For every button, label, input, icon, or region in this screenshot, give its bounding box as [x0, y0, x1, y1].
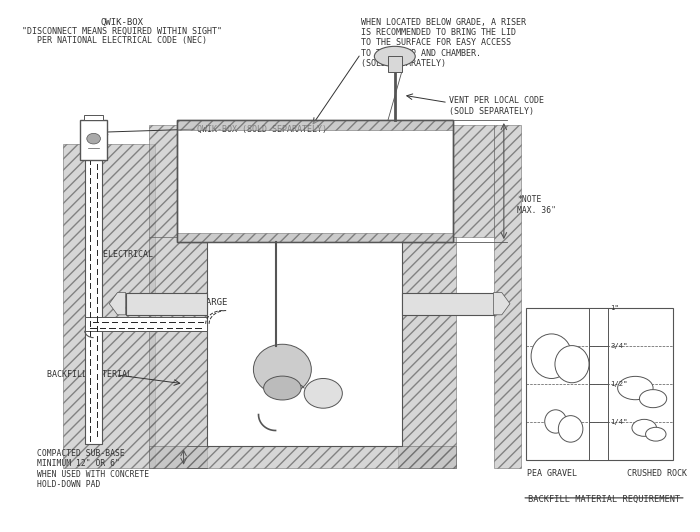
Bar [402, 126, 493, 237]
Text: VENT PER LOCAL CODE
(SOLD SEPARATELY): VENT PER LOCAL CODE (SOLD SEPARATELY) [449, 96, 545, 115]
Bar [176, 232, 453, 242]
Ellipse shape [531, 334, 572, 378]
Bar [84, 115, 103, 120]
Bar [388, 56, 402, 72]
Bar [589, 309, 608, 460]
Text: PEA GRAVEL: PEA GRAVEL [526, 469, 577, 478]
Ellipse shape [639, 389, 666, 408]
Bar [150, 126, 228, 237]
Text: BACKFILL MATERIAL: BACKFILL MATERIAL [48, 370, 132, 379]
Text: "DISCONNECT MEANS REQUIRED WITHIN SIGHT": "DISCONNECT MEANS REQUIRED WITHIN SIGHT" [22, 27, 222, 36]
Text: DISCHARGE: DISCHARGE [180, 297, 228, 306]
Bar [207, 242, 402, 446]
Text: WHEN LOCATED BELOW GRADE, A RISER
IS RECOMMENDED TO BRING THE LID
TO THE SURFACE: WHEN LOCATED BELOW GRADE, A RISER IS REC… [360, 18, 526, 68]
Ellipse shape [617, 376, 653, 400]
Ellipse shape [253, 344, 312, 395]
Bar [494, 126, 521, 468]
FancyArrow shape [109, 293, 125, 315]
Circle shape [87, 134, 100, 144]
Bar [125, 293, 207, 315]
Bar [176, 120, 453, 242]
Bar [176, 120, 453, 130]
Bar [150, 237, 207, 468]
Circle shape [304, 378, 342, 408]
Text: INLET: INLET [429, 297, 456, 306]
Ellipse shape [264, 376, 301, 400]
FancyArrow shape [494, 293, 510, 315]
Text: QWIK-BOX: QWIK-BOX [101, 18, 144, 27]
Bar [63, 144, 155, 468]
Bar [526, 309, 673, 460]
Text: COMPACTED SUB-BASE
MINIMUM 12" OR 6"
WHEN USED WITH CONCRETE
HOLD-DOWN PAD: COMPACTED SUB-BASE MINIMUM 12" OR 6" WHE… [37, 449, 149, 489]
Text: *NOTE
MAX. 36": *NOTE MAX. 36" [517, 195, 556, 215]
Bar [85, 317, 207, 331]
Text: QWIK-BOX (SOLD SEPARATELY): QWIK-BOX (SOLD SEPARATELY) [197, 124, 327, 134]
Text: 1/2": 1/2" [610, 381, 628, 387]
Ellipse shape [555, 346, 589, 383]
Bar [80, 120, 107, 160]
Text: 3/4": 3/4" [610, 343, 628, 349]
Text: 1": 1" [610, 305, 619, 311]
Bar [150, 446, 456, 468]
Ellipse shape [545, 410, 566, 433]
Bar [398, 237, 456, 468]
Bar [85, 139, 102, 444]
Bar [402, 293, 493, 315]
Ellipse shape [374, 46, 415, 66]
Ellipse shape [559, 415, 583, 442]
Text: PER NATIONAL ELECTRICAL CODE (NEC): PER NATIONAL ELECTRICAL CODE (NEC) [37, 36, 207, 45]
Ellipse shape [645, 427, 666, 441]
Ellipse shape [632, 419, 657, 436]
Text: TO ELECTRICAL: TO ELECTRICAL [88, 250, 153, 259]
Text: BACKFILL MATERIAL REQUIREMENT: BACKFILL MATERIAL REQUIREMENT [528, 495, 680, 504]
Bar [176, 120, 453, 242]
Text: CRUSHED ROCK: CRUSHED ROCK [627, 469, 687, 478]
Text: 1/4": 1/4" [610, 419, 628, 425]
